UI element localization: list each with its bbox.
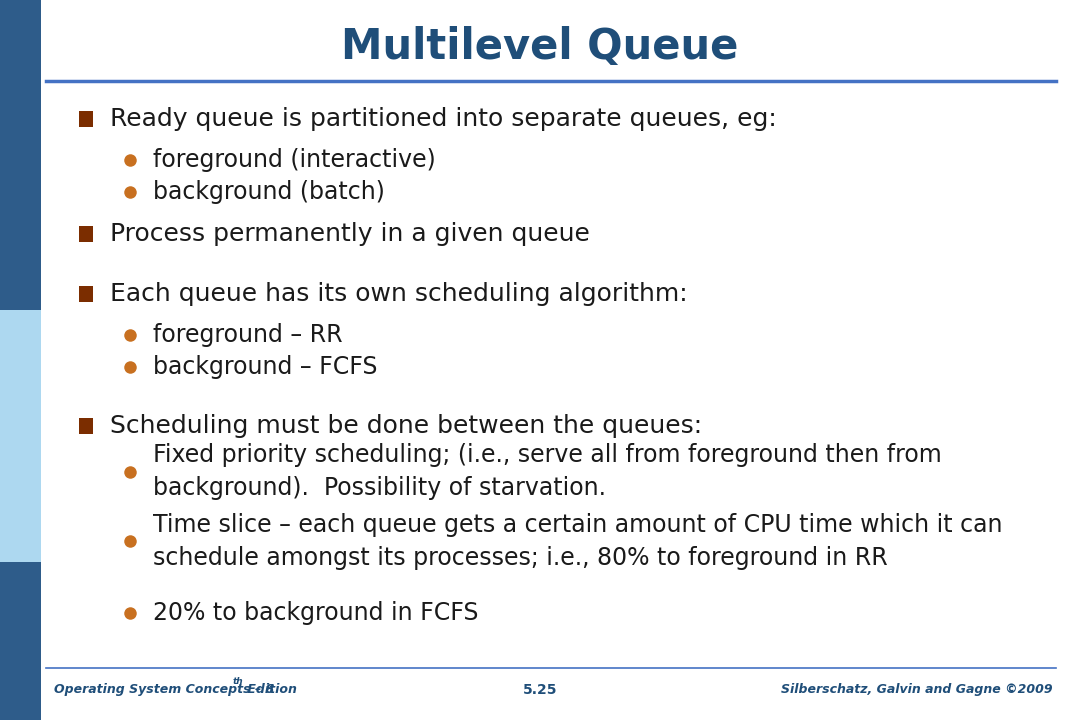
FancyBboxPatch shape [80, 111, 93, 127]
FancyBboxPatch shape [80, 226, 93, 242]
Text: Edition: Edition [243, 683, 297, 696]
Text: Fixed priority scheduling; (i.e., serve all from foreground then from
background: Fixed priority scheduling; (i.e., serve … [153, 444, 942, 500]
Text: Each queue has its own scheduling algorithm:: Each queue has its own scheduling algori… [110, 282, 688, 306]
Text: Scheduling must be done between the queues:: Scheduling must be done between the queu… [110, 414, 702, 438]
Text: background (batch): background (batch) [153, 180, 386, 204]
Text: Time slice – each queue gets a certain amount of CPU time which it can
schedule : Time slice – each queue gets a certain a… [153, 513, 1003, 570]
FancyBboxPatch shape [80, 418, 93, 434]
FancyBboxPatch shape [0, 0, 41, 310]
FancyBboxPatch shape [0, 310, 41, 562]
FancyBboxPatch shape [0, 562, 41, 720]
Text: Silberschatz, Galvin and Gagne ©2009: Silberschatz, Galvin and Gagne ©2009 [781, 683, 1053, 696]
Text: foreground – RR: foreground – RR [153, 323, 343, 347]
Text: 20% to background in FCFS: 20% to background in FCFS [153, 601, 478, 626]
Text: foreground (interactive): foreground (interactive) [153, 148, 436, 172]
Text: Multilevel Queue: Multilevel Queue [341, 26, 739, 68]
Text: Ready queue is partitioned into separate queues, eg:: Ready queue is partitioned into separate… [110, 107, 777, 131]
FancyBboxPatch shape [80, 286, 93, 302]
Text: Process permanently in a given queue: Process permanently in a given queue [110, 222, 590, 246]
Text: background – FCFS: background – FCFS [153, 355, 378, 379]
Text: th: th [232, 677, 243, 685]
Text: Operating System Concepts – 8: Operating System Concepts – 8 [54, 683, 274, 696]
Text: 5.25: 5.25 [523, 683, 557, 697]
